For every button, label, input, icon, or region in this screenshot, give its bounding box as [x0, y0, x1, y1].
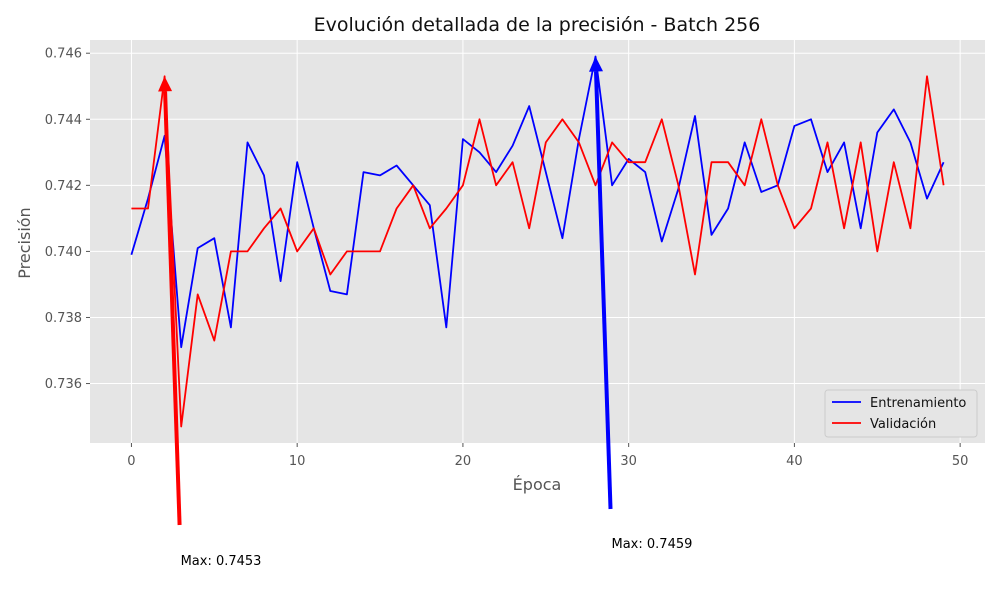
x-tick-label: 20 [455, 454, 472, 469]
x-axis-label: Época [513, 475, 562, 494]
annotation-arrow-shaft [594, 71, 613, 510]
y-tick-label: 0.738 [45, 311, 82, 326]
max-annotations: Max: 0.7453 Max: 0.7459 [158, 56, 693, 569]
y-tick-label: 0.742 [45, 179, 82, 194]
x-ticks: 0 10 20 30 40 50 [127, 443, 968, 469]
legend-box [824, 389, 978, 438]
annotation-arrow-shaft [163, 91, 182, 526]
series-lines [130, 55, 945, 428]
y-axis-label: Precisión [15, 207, 34, 278]
series-line-validacion [131, 75, 945, 428]
annotation-label: Max: 0.7453 [181, 554, 262, 569]
x-tick-label: 50 [952, 454, 969, 469]
y-tick-label: 0.740 [45, 245, 82, 260]
chart-title: Evolución detallada de la precisión - Ba… [314, 14, 761, 36]
x-tick-label: 30 [620, 454, 637, 469]
legend: Entrenamiento Validación [824, 389, 978, 438]
x-tick-label: 40 [786, 454, 803, 469]
series-line-entrenamiento [130, 55, 945, 349]
y-tick-label: 0.736 [45, 377, 82, 392]
y-tick-label: 0.746 [45, 47, 82, 62]
annotation-arrow-head [589, 56, 604, 72]
legend-label-val: Validación [870, 417, 936, 432]
y-ticks: 0.736 0.738 0.740 0.742 0.744 0.746 [45, 47, 90, 392]
annotation-label: Max: 0.7459 [612, 537, 693, 552]
y-tick-label: 0.744 [45, 113, 82, 128]
plot-area [90, 40, 985, 443]
x-tick-label: 10 [289, 454, 306, 469]
legend-label-train: Entrenamiento [870, 396, 966, 411]
x-tick-label: 0 [127, 454, 135, 469]
annotation-arrow-head [158, 76, 173, 92]
